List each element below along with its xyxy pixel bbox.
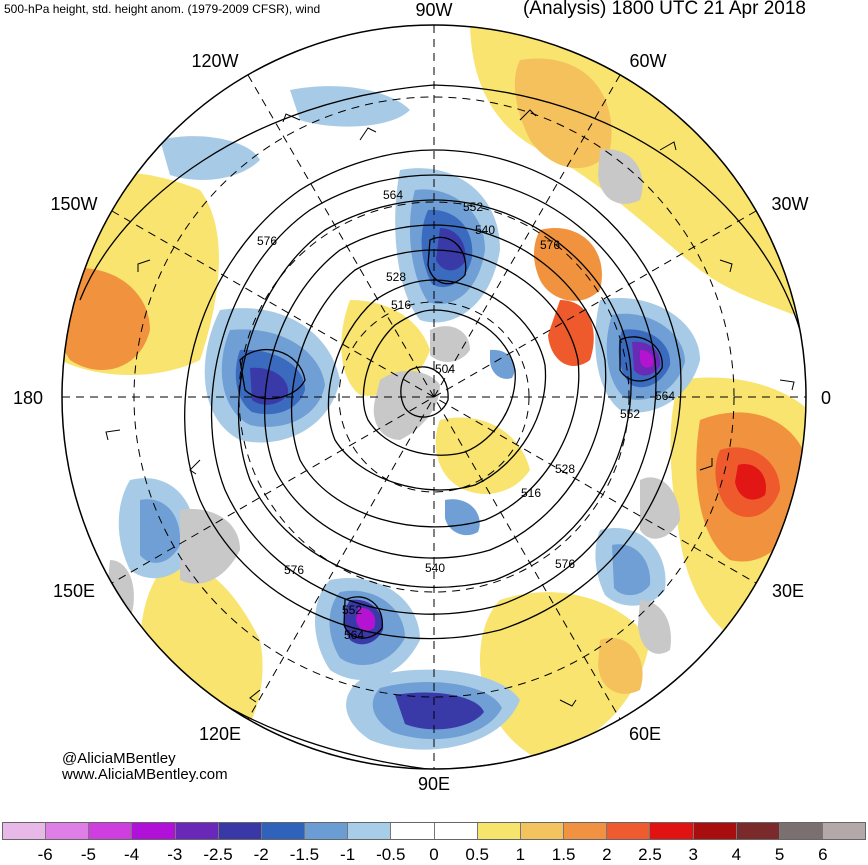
colorbar-tick-label: -1 [340,845,356,864]
contour-label: 552 [620,407,640,421]
colorbar-tick-label: 3 [688,845,698,864]
contour-label: 504 [435,362,455,376]
contour-label: 552 [342,603,362,617]
colorbar-tick-label: 2.5 [638,845,662,864]
colorbar-tick-label: -3 [167,845,183,864]
colorbar-cell [89,823,133,839]
colorbar-cell [650,823,694,839]
contour-labels: 564 552 540 528 516 504 576 552 564 528 … [257,188,675,642]
lon-label-60w: 60W [629,51,666,71]
colorbar-tick-label: -0.5 [376,845,406,864]
lon-label-90e: 90E [418,774,450,794]
contour-label: 564 [655,389,675,403]
lon-label-150w: 150W [50,194,97,214]
colorbar-tick-label: 5 [774,845,785,864]
colorbar-cell [261,823,306,839]
colorbar-cell [175,823,219,839]
contour-label: 564 [344,628,364,642]
colorbar-cell [693,823,737,839]
colorbar-tick-label: 2 [602,845,612,864]
colorbar-cell [779,823,823,839]
lon-label-30w: 30W [771,194,808,214]
lon-label-120e: 120E [199,724,241,744]
colorbar-cell [305,823,349,839]
colorbar-cell [218,823,262,839]
colorbar-cell [3,823,47,839]
contour-label: 576 [284,563,304,577]
colorbar-cell [477,823,521,839]
colorbar-cell [391,823,435,839]
colorbar-tick-label: -4 [124,845,140,864]
polar-map: 90W 120W 60W 150W 30W 180 0 150E 30E 120… [13,0,831,794]
contour-label: 516 [391,298,411,312]
map-subtitle: 500-hPa height, std. height anom. (1979-… [4,2,321,16]
colorbar-ticks: -6 -5 -4 -3 -2.5 -2 -1.5 -1 -0.5 0 0.5 1 1.5 2 2.5 3 4 5 6 [0,845,868,865]
credit-handle: @AliciaMBentley [62,750,176,767]
lat-lon-grid [62,25,806,769]
colorbar-cell [434,823,478,839]
colorbar-tick-label: -2 [253,845,269,864]
colorbar-tick-label: 6 [818,845,828,864]
colorbar-cell [822,823,866,839]
contour-label: 540 [425,561,445,575]
strong-positive-anomaly-fill [62,58,806,694]
colorbar-cell [564,823,608,839]
colorbar-tick-label: -2.5 [203,845,233,864]
map-border [61,24,807,770]
contour-label: 576 [540,238,560,252]
lon-label-150e: 150E [53,581,95,601]
colorbar-cell [520,823,565,839]
contour-label: 516 [521,486,541,500]
map-disk [62,25,806,769]
colorbar-tick-label: -5 [80,845,96,864]
lon-label-30e: 30E [772,581,804,601]
lon-label-0: 0 [821,388,831,408]
lon-label-60e: 60E [629,724,661,744]
lon-label-180: 180 [13,388,43,408]
contour-label: 540 [475,223,495,237]
lon-label-120w: 120W [191,51,238,71]
colorbar-tick-label: 0.5 [465,845,490,864]
colorbar-tick-label: 1 [515,845,526,864]
colorbar-cell [607,823,651,839]
colorbar-cell [736,823,780,839]
lon-label-90w: 90W [415,0,452,20]
colorbar [2,822,866,840]
colorbar-tick-label: -1.5 [289,845,320,864]
contour-label: 576 [555,557,575,571]
map-title: (Analysis) 1800 UTC 21 Apr 2018 [522,0,806,19]
colorbar-tick-label: 4 [731,845,742,864]
contour-label: 528 [386,270,406,284]
credit-site: www.AliciaMBentley.com [62,766,228,783]
contour-label: 528 [555,462,575,476]
colorbar-cell [348,823,392,839]
contour-label: 576 [257,234,277,248]
colorbar-tick-label: -6 [37,845,53,864]
colorbar-tick-label: 0 [429,845,439,864]
colorbar-tick-label: 1.5 [551,845,576,864]
colorbar-cell [132,823,176,839]
contour-label: 552 [463,200,483,214]
wind-barbs [105,109,795,707]
contour-label: 564 [383,188,403,202]
colorbar-cell [46,823,90,839]
